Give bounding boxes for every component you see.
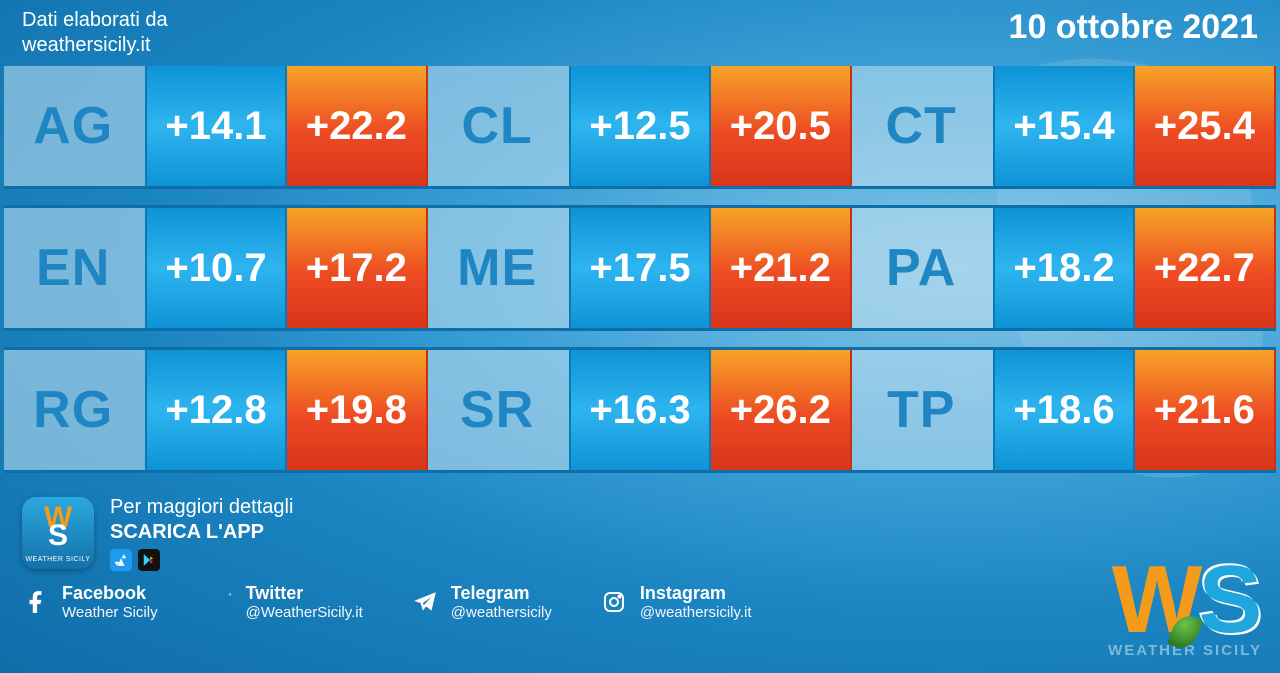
playstore-icon[interactable] — [138, 549, 160, 571]
province-code: CT — [852, 66, 993, 186]
grid-row: EN +10.7 +17.2 ME +17.5 +21.2 PA +18.2 +… — [4, 205, 1276, 331]
province-group: EN +10.7 +17.2 — [4, 208, 428, 328]
province-group: PA +18.2 +22.7 — [852, 208, 1276, 328]
min-temp: +17.5 — [569, 208, 710, 328]
brand-initials: WS — [1108, 561, 1262, 640]
min-temp: +16.3 — [569, 350, 710, 470]
province-code: PA — [852, 208, 993, 328]
social-twitter[interactable]: Twitter @WeatherSicily.it — [206, 583, 363, 621]
brand-s: S — [1198, 546, 1258, 653]
province-code: TP — [852, 350, 993, 470]
province-code: SR — [428, 350, 569, 470]
social-labels: Facebook Weather Sicily — [62, 583, 158, 621]
max-temp: +21.2 — [711, 208, 852, 328]
app-icon: W S WEATHER SICILY — [22, 497, 94, 569]
min-temp: +10.7 — [145, 208, 286, 328]
brand-logo: WS WEATHER SICILY — [1108, 561, 1262, 659]
max-temp: +22.7 — [1135, 208, 1276, 328]
min-temp: +18.2 — [993, 208, 1134, 328]
header-date: 10 ottobre 2021 — [1009, 8, 1258, 47]
telegram-icon — [411, 588, 439, 616]
social-labels: Instagram @weathersicily.it — [640, 583, 752, 621]
social-title: Twitter — [246, 583, 363, 604]
social-labels: Telegram @weathersicily — [451, 583, 552, 621]
store-badges — [110, 549, 293, 571]
appstore-icon[interactable] — [110, 549, 132, 571]
province-group: ME +17.5 +21.2 — [428, 208, 852, 328]
province-code: AG — [4, 66, 145, 186]
social-links: Facebook Weather Sicily Twitter @Weather… — [22, 583, 1258, 621]
twitter-icon — [206, 588, 234, 616]
social-title: Telegram — [451, 583, 552, 604]
max-temp: +17.2 — [287, 208, 428, 328]
grid-row: AG +14.1 +22.2 CL +12.5 +20.5 CT +15.4 +… — [4, 66, 1276, 189]
max-temp: +26.2 — [711, 350, 852, 470]
app-icon-s: S — [48, 519, 68, 553]
province-group: CT +15.4 +25.4 — [852, 66, 1276, 186]
province-group: AG +14.1 +22.2 — [4, 66, 428, 186]
min-temp: +12.5 — [569, 66, 710, 186]
province-code: CL — [428, 66, 569, 186]
min-temp: +15.4 — [993, 66, 1134, 186]
min-temp: +14.1 — [145, 66, 286, 186]
header-source-name: weathersicily.it — [22, 33, 168, 58]
social-handle: @WeatherSicily.it — [246, 604, 363, 621]
app-icon-label: WEATHER SICILY — [25, 556, 90, 563]
footer: W S WEATHER SICILY Per maggiori dettagli… — [0, 489, 1280, 621]
province-group: CL +12.5 +20.5 — [428, 66, 852, 186]
social-labels: Twitter @WeatherSicily.it — [246, 583, 363, 621]
social-title: Facebook — [62, 583, 158, 604]
header: Dati elaborati da weathersicily.it 10 ot… — [0, 0, 1280, 58]
min-temp: +12.8 — [145, 350, 286, 470]
instagram-icon — [600, 588, 628, 616]
header-intro: Dati elaborati da — [22, 8, 168, 33]
app-promo-text: Per maggiori dettagli SCARICA L'APP — [110, 495, 293, 571]
max-temp: +22.2 — [287, 66, 428, 186]
grid-row: RG +12.8 +19.8 SR +16.3 +26.2 TP +18.6 +… — [4, 347, 1276, 473]
max-temp: +20.5 — [711, 66, 852, 186]
max-temp: +25.4 — [1135, 66, 1276, 186]
province-code: RG — [4, 350, 145, 470]
province-code: ME — [428, 208, 569, 328]
social-handle: @weathersicily — [451, 604, 552, 621]
app-promo-line1: Per maggiori dettagli — [110, 495, 293, 520]
max-temp: +21.6 — [1135, 350, 1276, 470]
social-title: Instagram — [640, 583, 752, 604]
facebook-icon — [22, 588, 50, 616]
social-facebook[interactable]: Facebook Weather Sicily — [22, 583, 158, 621]
social-telegram[interactable]: Telegram @weathersicily — [411, 583, 552, 621]
social-handle: @weathersicily.it — [640, 604, 752, 621]
app-promo: W S WEATHER SICILY Per maggiori dettagli… — [22, 495, 1258, 571]
min-temp: +18.6 — [993, 350, 1134, 470]
temperature-grid: AG +14.1 +22.2 CL +12.5 +20.5 CT +15.4 +… — [0, 66, 1280, 473]
app-promo-line2: SCARICA L'APP — [110, 520, 293, 545]
province-group: TP +18.6 +21.6 — [852, 350, 1276, 470]
province-code: EN — [4, 208, 145, 328]
header-source: Dati elaborati da weathersicily.it — [22, 8, 168, 58]
social-instagram[interactable]: Instagram @weathersicily.it — [600, 583, 752, 621]
max-temp: +19.8 — [287, 350, 428, 470]
social-handle: Weather Sicily — [62, 604, 158, 621]
province-group: SR +16.3 +26.2 — [428, 350, 852, 470]
province-group: RG +12.8 +19.8 — [4, 350, 428, 470]
